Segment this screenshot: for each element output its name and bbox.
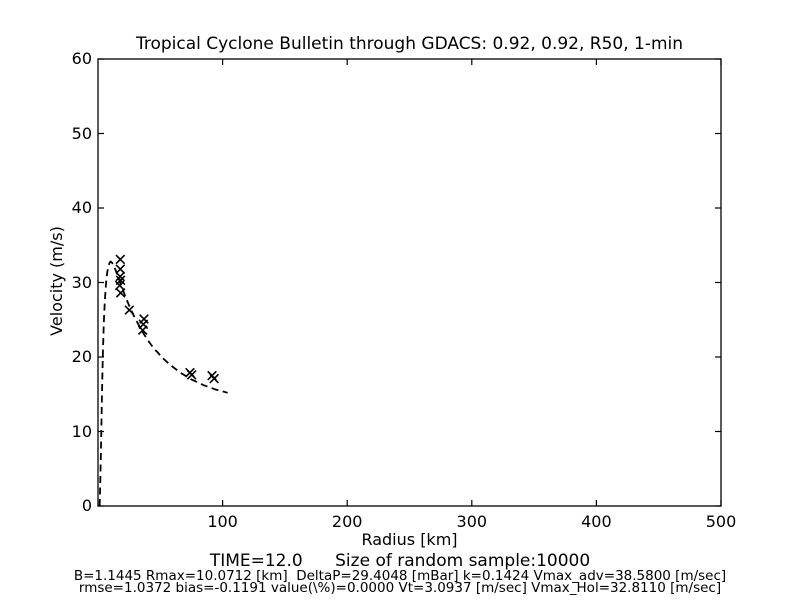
scatter-point xyxy=(115,254,126,265)
y-tick-label: 0 xyxy=(81,496,92,515)
scatter-point xyxy=(137,325,148,336)
y-axis-label: Velocity (m/s) xyxy=(47,226,66,336)
footer-parameters-line: B=1.1445 Rmax=10.0712 [km] DeltaP=29.404… xyxy=(73,568,727,584)
footer-statistics-line: rmse=1.0372 bias=-0.1191 value(\%)=0.000… xyxy=(78,580,722,596)
scatter-point xyxy=(209,373,219,384)
y-tick-label: 20 xyxy=(71,347,92,366)
chart-title: Tropical Cyclone Bulletin through GDACS:… xyxy=(135,34,684,54)
scatter-point xyxy=(115,264,126,274)
x-tick-label: 200 xyxy=(331,512,363,531)
x-tick-label: 500 xyxy=(705,512,737,531)
x-tick-label: 300 xyxy=(456,512,488,531)
y-tick-label: 50 xyxy=(71,123,92,143)
x-tick-label: 100 xyxy=(207,512,238,531)
scatter-point xyxy=(186,370,197,380)
y-tick-label: 30 xyxy=(71,272,92,292)
wind-profile-curve xyxy=(98,260,228,507)
x-tick-label: 400 xyxy=(581,512,612,531)
axes-spines xyxy=(97,58,722,507)
footer-time-sample-line: TIME=12.0 Size of random sample:10000 xyxy=(209,551,591,571)
y-tick-label: 40 xyxy=(71,198,92,217)
y-tick-label: 10 xyxy=(71,421,92,441)
x-axis-label: Radius [km] xyxy=(361,530,458,549)
y-tick-label: 60 xyxy=(71,49,92,68)
